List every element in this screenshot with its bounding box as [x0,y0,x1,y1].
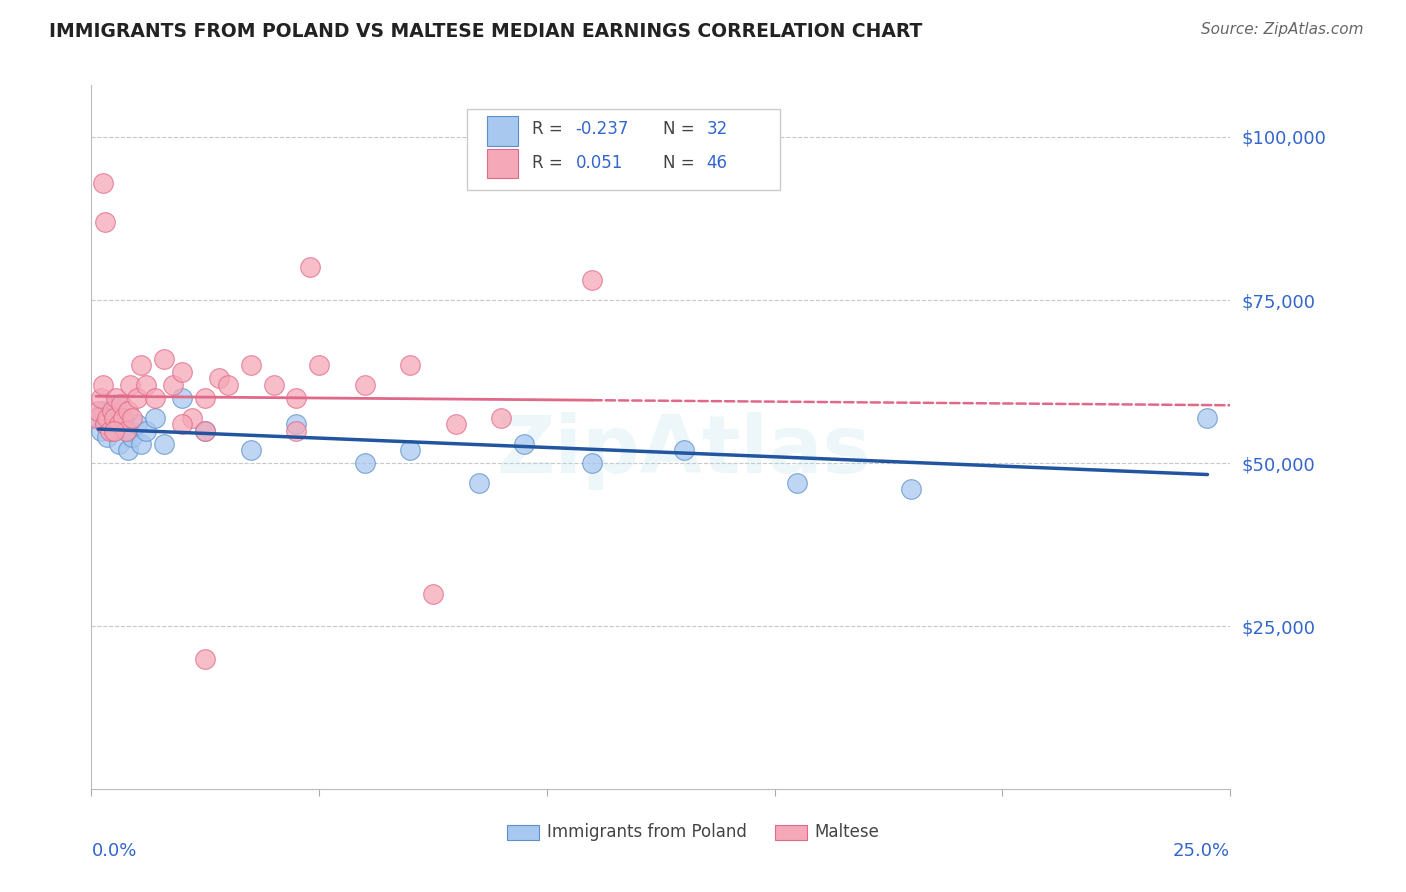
Point [172,391,194,405]
Point [194,391,217,405]
Point [239,359,262,373]
Point [121,430,143,444]
Point [98,410,121,425]
Text: R =: R = [531,120,562,138]
Point [239,443,262,458]
Point [125,417,148,431]
Point [1197,410,1219,425]
Point [110,397,132,411]
Point [399,443,422,458]
Text: Source: ZipAtlas.com: Source: ZipAtlas.com [1201,22,1364,37]
Point [112,410,135,425]
Bar [486,149,519,178]
Point [180,410,202,425]
Point [110,417,132,431]
Point [135,424,157,438]
Point [422,587,444,601]
Point [91,404,114,418]
Point [103,424,125,438]
Point [121,410,143,425]
Point [105,397,128,411]
Point [91,176,114,190]
Point [900,483,922,497]
Point [308,359,330,373]
Point [285,417,308,431]
Text: 32: 32 [706,120,728,138]
Point [208,371,231,385]
Point [513,436,536,450]
FancyBboxPatch shape [467,110,780,191]
Point [114,424,136,438]
Point [299,260,322,275]
Text: 0.051: 0.051 [575,154,623,172]
Bar [486,117,519,146]
Text: 46: 46 [706,154,727,172]
Point [105,391,128,405]
Point [285,424,308,438]
Text: R =: R = [531,154,562,172]
Text: N =: N = [664,154,695,172]
Point [98,424,121,438]
Point [786,475,808,490]
Point [353,456,375,470]
Text: -0.237: -0.237 [575,120,628,138]
Point [120,377,142,392]
Point [217,377,239,392]
Point [87,404,110,418]
Point [143,410,166,425]
Point [94,215,117,229]
Point [135,377,157,392]
Point [263,377,285,392]
Point [94,417,117,431]
Text: 25.0%: 25.0% [1173,842,1230,860]
Point [96,410,118,425]
Point [120,424,142,438]
Point [194,424,217,438]
Point [103,424,125,438]
Text: Maltese: Maltese [814,823,879,841]
Text: IMMIGRANTS FROM POLAND VS MALTESE MEDIAN EARNINGS CORRELATION CHART: IMMIGRANTS FROM POLAND VS MALTESE MEDIAN… [49,22,922,41]
Point [444,417,467,431]
Point [101,404,124,418]
Point [117,443,139,458]
Point [112,410,135,425]
Point [153,351,176,366]
Point [399,359,422,373]
Point [94,417,117,431]
Point [581,456,603,470]
Point [491,410,513,425]
Point [172,365,194,379]
Point [125,391,148,405]
Point [131,436,153,450]
Point [672,443,695,458]
Point [194,652,217,666]
Point [172,417,194,431]
Point [143,391,166,405]
Text: 0.0%: 0.0% [91,842,136,860]
Point [581,273,603,287]
Point [89,391,111,405]
Point [162,377,184,392]
Text: N =: N = [664,120,695,138]
Point [107,436,129,450]
Point [285,391,308,405]
Point [467,475,489,490]
Text: ZipAtlas: ZipAtlas [496,412,870,491]
Point [153,436,176,450]
Bar [508,824,538,840]
Point [84,410,107,425]
Point [96,430,118,444]
Point [194,424,217,438]
Text: Immigrants from Poland: Immigrants from Poland [547,823,747,841]
Bar [775,824,807,840]
Point [353,377,375,392]
Point [107,417,129,431]
Point [89,424,111,438]
Point [131,359,153,373]
Point [103,410,125,425]
Point [87,410,110,425]
Point [91,377,114,392]
Point [117,404,139,418]
